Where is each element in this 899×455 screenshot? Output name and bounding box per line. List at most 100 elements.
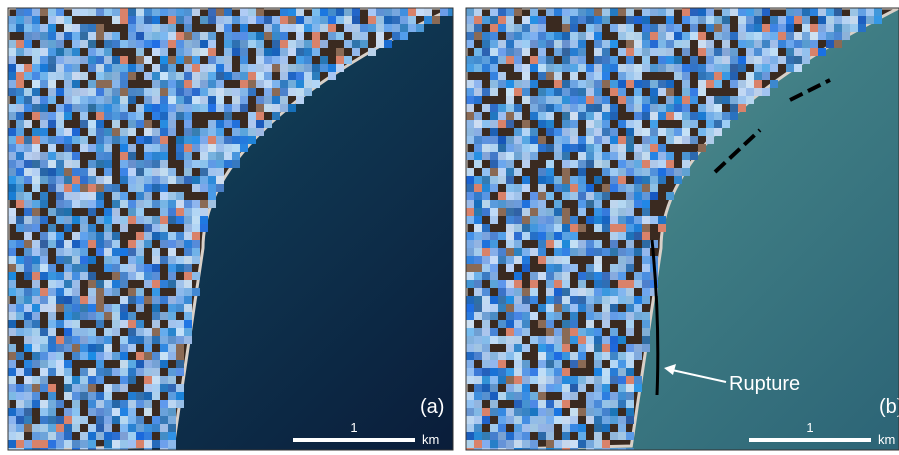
- pixel: [554, 48, 562, 56]
- pixel: [802, 8, 810, 16]
- pixel: [722, 16, 730, 24]
- pixel: [48, 336, 56, 344]
- pixel: [546, 272, 554, 280]
- pixel: [482, 376, 490, 384]
- pixel: [216, 152, 224, 160]
- pixel: [586, 128, 594, 136]
- pixel: [490, 328, 498, 336]
- pixel: [474, 56, 482, 64]
- pixel: [128, 216, 136, 224]
- pixel: [96, 120, 104, 128]
- pixel: [618, 352, 626, 360]
- pixel: [24, 88, 32, 96]
- pixel: [104, 104, 112, 112]
- pixel: [152, 24, 160, 32]
- pixel: [610, 312, 618, 320]
- pixel: [200, 208, 208, 216]
- pixel: [570, 56, 578, 64]
- pixel: [312, 48, 320, 56]
- pixel: [498, 8, 506, 16]
- pixel: [474, 288, 482, 296]
- pixel: [730, 56, 738, 64]
- pixel: [610, 128, 618, 136]
- pixel: [538, 376, 546, 384]
- pixel: [168, 128, 176, 136]
- pixel: [40, 72, 48, 80]
- pixel: [72, 88, 80, 96]
- pixel: [176, 208, 184, 216]
- pixel: [674, 24, 682, 32]
- pixel: [538, 224, 546, 232]
- pixel: [192, 232, 200, 240]
- pixel: [818, 48, 826, 56]
- pixel: [184, 16, 192, 24]
- pixel: [538, 168, 546, 176]
- pixel: [144, 88, 152, 96]
- pixel: [184, 336, 192, 344]
- pixel: [168, 232, 176, 240]
- pixel: [48, 264, 56, 272]
- pixel: [272, 80, 280, 88]
- pixel: [200, 96, 208, 104]
- pixel: [48, 304, 56, 312]
- pixel: [16, 312, 24, 320]
- pixel: [232, 104, 240, 112]
- pixel: [578, 96, 586, 104]
- pixel: [8, 24, 16, 32]
- pixel: [794, 40, 802, 48]
- pixel: [546, 344, 554, 352]
- pixel: [160, 408, 168, 416]
- pixel: [96, 64, 104, 72]
- pixel: [538, 368, 546, 376]
- pixel: [610, 448, 618, 455]
- pixel: [522, 160, 530, 168]
- pixel: [570, 416, 578, 424]
- pixel: [96, 232, 104, 240]
- pixel: [80, 8, 88, 16]
- pixel: [714, 56, 722, 64]
- pixel: [144, 168, 152, 176]
- pixel: [88, 384, 96, 392]
- pixel: [152, 144, 160, 152]
- pixel: [72, 32, 80, 40]
- pixel: [400, 24, 408, 32]
- pixel: [248, 32, 256, 40]
- pixel: [466, 296, 474, 304]
- pixel: [72, 176, 80, 184]
- pixel: [498, 40, 506, 48]
- pixel: [482, 136, 490, 144]
- pixel: [466, 272, 474, 280]
- pixel: [466, 408, 474, 416]
- pixel: [152, 152, 160, 160]
- pixel: [506, 176, 514, 184]
- pixel: [626, 216, 634, 224]
- pixel: [48, 448, 56, 455]
- pixel: [554, 248, 562, 256]
- pixel: [136, 136, 144, 144]
- pixel: [32, 104, 40, 112]
- pixel: [522, 360, 530, 368]
- pixel: [48, 320, 56, 328]
- pixel: [112, 312, 120, 320]
- pixel: [176, 96, 184, 104]
- pixel: [32, 216, 40, 224]
- pixel: [490, 312, 498, 320]
- pixel: [120, 144, 128, 152]
- pixel: [240, 96, 248, 104]
- pixel: [538, 200, 546, 208]
- panel-label: (a): [420, 396, 444, 418]
- pixel: [658, 64, 666, 72]
- pixel: [618, 360, 626, 368]
- pixel: [674, 40, 682, 48]
- pixel: [506, 408, 514, 416]
- pixel: [184, 296, 192, 304]
- pixel: [120, 192, 128, 200]
- pixel: [16, 368, 24, 376]
- pixel: [466, 32, 474, 40]
- pixel: [16, 448, 24, 455]
- pixel: [490, 248, 498, 256]
- pixel: [96, 344, 104, 352]
- pixel: [682, 168, 690, 176]
- pixel: [16, 424, 24, 432]
- pixel: [698, 104, 706, 112]
